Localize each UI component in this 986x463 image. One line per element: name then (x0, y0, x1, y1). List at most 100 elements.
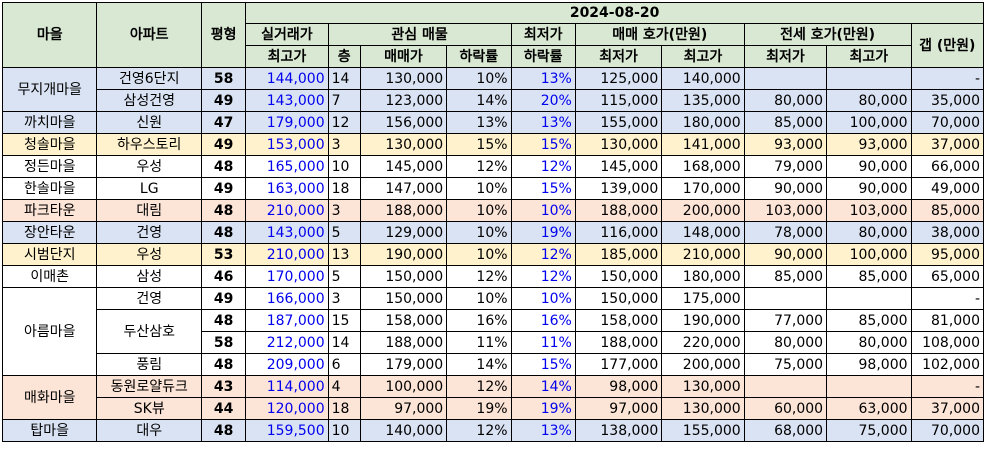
sale-price-cell: 129,000 (359, 221, 448, 244)
jeonse-max-cell (826, 67, 912, 90)
header-jeonse-min: 최저가 (743, 45, 828, 68)
floor-cell: 3 (327, 133, 361, 156)
pyeong-cell: 43 (200, 375, 247, 398)
max-price-cell: 114,000 (245, 375, 329, 398)
sale-min-cell: 177,000 (574, 353, 663, 376)
header-village: 마을 (1, 2, 98, 68)
jeonse-min-cell: 85,000 (743, 265, 828, 288)
sale-max-cell: 148,000 (661, 221, 745, 244)
sale-price-cell: 130,000 (359, 67, 448, 90)
floor-cell: 18 (327, 177, 361, 200)
village-cell: 이매촌 (1, 265, 98, 288)
header-sale-min: 최저가 (574, 45, 663, 68)
floor-cell: 7 (327, 89, 361, 112)
jeonse-max-cell: 93,000 (826, 133, 912, 156)
sale-price-cell: 156,000 (359, 111, 448, 134)
jeonse-min-cell: 60,000 (743, 397, 828, 420)
gap-cell: 38,000 (910, 221, 985, 244)
sale-price-cell: 188,000 (359, 331, 448, 354)
max-price-cell: 153,000 (245, 133, 329, 156)
jeonse-max-cell: 103,000 (826, 199, 912, 222)
gap-cell: 66,000 (910, 155, 985, 178)
header-actual-trade: 실거래가 (245, 23, 329, 46)
sale-min-cell: 155,000 (574, 111, 663, 134)
village-cell: 무지개마을 (1, 67, 98, 112)
pyeong-cell: 46 (200, 265, 247, 288)
max-price-cell: 210,000 (245, 199, 329, 222)
village-cell: 파크타운 (1, 199, 98, 222)
max-price-cell: 165,000 (245, 155, 329, 178)
jeonse-max-cell: 90,000 (826, 155, 912, 178)
jeonse-max-cell: 63,000 (826, 397, 912, 420)
sale-price-cell: 158,000 (359, 309, 448, 332)
floor-cell: 10 (327, 155, 361, 178)
sale-min-cell: 130,000 (574, 133, 663, 156)
min-drop-rate-cell: 12% (510, 243, 576, 266)
min-drop-rate-cell: 14% (510, 375, 576, 398)
sale-max-cell: 200,000 (661, 353, 745, 376)
floor-cell: 14 (327, 331, 361, 354)
drop-rate-cell: 13% (446, 111, 512, 134)
header-jeonse-quote: 전세 호가(만원) (743, 23, 912, 46)
header-jeonse-max: 최고가 (826, 45, 912, 68)
pyeong-cell: 48 (200, 353, 247, 376)
sale-min-cell: 150,000 (574, 287, 663, 310)
jeonse-min-cell: 78,000 (743, 221, 828, 244)
floor-cell: 3 (327, 287, 361, 310)
sale-max-cell: 210,000 (661, 243, 745, 266)
sale-min-cell: 98,000 (574, 375, 663, 398)
drop-rate-cell: 10% (446, 243, 512, 266)
gap-cell: 35,000 (910, 89, 985, 112)
drop-rate-cell: 16% (446, 309, 512, 332)
apartment-price-table: 마을 아파트 평형 2024-08-20 실거래가 관심 매물 최저가 매매 호… (1, 2, 985, 442)
sale-price-cell: 97,000 (359, 397, 448, 420)
pyeong-cell: 58 (200, 331, 247, 354)
sale-max-cell: 130,000 (661, 375, 745, 398)
min-drop-rate-cell: 11% (510, 331, 576, 354)
gap-cell: 81,000 (910, 309, 985, 332)
pyeong-cell: 48 (200, 419, 247, 442)
gap-cell: 37,000 (910, 133, 985, 156)
pyeong-cell: 48 (200, 221, 247, 244)
pyeong-cell: 49 (200, 133, 247, 156)
min-drop-rate-cell: 12% (510, 265, 576, 288)
sale-max-cell: 170,000 (661, 177, 745, 200)
min-drop-rate-cell: 12% (510, 155, 576, 178)
apartment-cell: 풍림 (96, 353, 202, 376)
jeonse-max-cell: 100,000 (826, 111, 912, 134)
floor-cell: 5 (327, 265, 361, 288)
drop-rate-cell: 10% (446, 177, 512, 200)
table-row: 시범단지 우성 53 210,000 13 190,000 10% 12% 185,000 210… (1, 243, 985, 266)
jeonse-min-cell: 90,000 (743, 177, 828, 200)
table-row: SK뷰 44 120,000 18 97,000 19% 19% 97,000 130,000 6… (3, 397, 985, 420)
pyeong-cell: 47 (200, 111, 247, 134)
sale-price-cell: 150,000 (359, 265, 448, 288)
apartment-cell: 건영6단지 (96, 67, 202, 90)
sale-max-cell: 135,000 (661, 89, 745, 112)
jeonse-max-cell: 100,000 (826, 243, 912, 266)
jeonse-max-cell: 98,000 (826, 353, 912, 376)
table-row: 탑마을 대우 48 159,500 10 140,000 12% 13% 138,000 155,… (1, 419, 985, 442)
gap-cell: 70,000 (910, 111, 985, 134)
sale-price-cell: 140,000 (359, 419, 448, 442)
table-row: 두산삼호 48 187,000 15 158,000 16% 16% 158,000 190,0… (3, 309, 985, 354)
sale-max-cell: 168,000 (661, 155, 745, 178)
min-drop-rate-cell: 10% (510, 199, 576, 222)
floor-cell: 6 (327, 353, 361, 376)
village-cell: 한솔마을 (1, 177, 98, 200)
apartment-cell: 두산삼호 (96, 309, 202, 354)
min-drop-rate-cell: 16% (510, 309, 576, 332)
table-row: 장안타운 건영 48 143,000 5 129,000 10% 19% 116,000 148,… (1, 221, 985, 244)
floor-cell: 5 (327, 221, 361, 244)
min-drop-rate-cell: 13% (510, 419, 576, 442)
max-price-cell: 143,000 (245, 89, 329, 112)
pyeong-cell: 49 (200, 89, 247, 112)
max-price-cell: 179,000 (245, 111, 329, 134)
jeonse-max-cell: 80,000 (826, 221, 912, 244)
jeonse-min-cell: 80,000 (743, 331, 828, 354)
jeonse-min-cell (743, 287, 828, 310)
pyeong-cell: 48 (200, 309, 247, 332)
floor-cell: 12 (327, 111, 361, 134)
gap-cell: 102,000 (910, 353, 985, 376)
table-row: 아름마을 건영 49 166,000 3 150,000 10% 10% 150,000 175,… (1, 287, 985, 376)
